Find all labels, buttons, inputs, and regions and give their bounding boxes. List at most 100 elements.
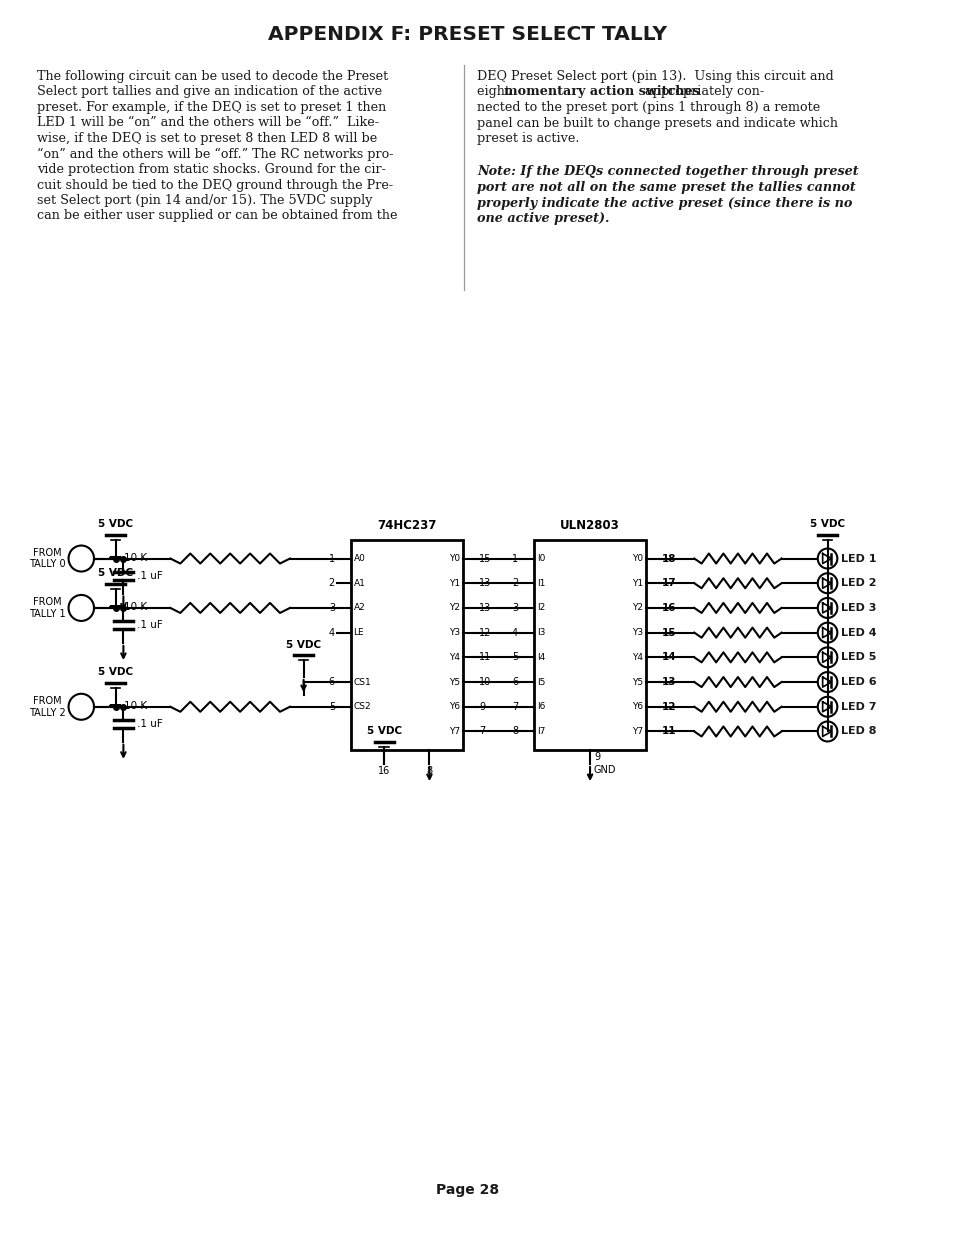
Text: 8: 8 (512, 726, 517, 736)
Text: Y7: Y7 (449, 727, 459, 736)
Text: Y4: Y4 (449, 653, 459, 662)
Text: LED 7: LED 7 (841, 701, 876, 711)
Text: 4: 4 (329, 627, 335, 637)
Text: DEQ Preset Select port (pin 13).  Using this circuit and: DEQ Preset Select port (pin 13). Using t… (476, 70, 833, 83)
Text: GND: GND (594, 764, 616, 776)
Bar (533, 540, 646, 750)
Text: CS2: CS2 (354, 703, 371, 711)
Text: 12: 12 (478, 627, 491, 637)
Text: 5 VDC: 5 VDC (286, 640, 321, 650)
Text: 13: 13 (478, 578, 491, 588)
Text: Y7: Y7 (632, 727, 642, 736)
Text: eight: eight (476, 85, 514, 99)
Text: I3: I3 (537, 629, 544, 637)
Text: 9: 9 (478, 701, 484, 711)
Text: 1: 1 (512, 553, 517, 563)
Text: 11: 11 (661, 726, 676, 736)
Text: I2: I2 (537, 604, 544, 613)
Text: 17: 17 (661, 578, 676, 588)
Text: 10 K: 10 K (124, 601, 148, 611)
Text: 7: 7 (478, 726, 485, 736)
Text: I4: I4 (537, 653, 544, 662)
Text: properly indicate the active preset (since there is no: properly indicate the active preset (sin… (476, 196, 851, 210)
Text: CS1: CS1 (354, 678, 371, 687)
Text: 16: 16 (378, 766, 390, 776)
Text: 18: 18 (661, 553, 676, 563)
Text: 6: 6 (329, 677, 335, 687)
Text: Y0: Y0 (449, 555, 459, 563)
Text: nected to the preset port (pins 1 through 8) a remote: nected to the preset port (pins 1 throug… (476, 101, 820, 114)
Text: A0: A0 (354, 555, 365, 563)
Text: 12: 12 (661, 701, 676, 711)
Text: “on” and the others will be “off.” The RC networks pro-: “on” and the others will be “off.” The R… (37, 147, 394, 161)
Text: wise, if the DEQ is set to preset 8 then LED 8 will be: wise, if the DEQ is set to preset 8 then… (37, 132, 377, 144)
Text: cuit should be tied to the DEQ ground through the Pre-: cuit should be tied to the DEQ ground th… (37, 179, 393, 191)
Text: Note: If the DEQs connected together through preset: Note: If the DEQs connected together thr… (476, 165, 858, 179)
Text: I1: I1 (537, 579, 544, 588)
Text: 1: 1 (329, 553, 335, 563)
Text: can be either user supplied or can be obtained from the: can be either user supplied or can be ob… (37, 210, 397, 222)
Text: .1 uF: .1 uF (137, 719, 163, 729)
Text: Y2: Y2 (449, 604, 459, 613)
Text: preset. For example, if the DEQ is set to preset 1 then: preset. For example, if the DEQ is set t… (37, 101, 386, 114)
Text: LED 2: LED 2 (841, 578, 876, 588)
Text: preset is active.: preset is active. (476, 132, 578, 144)
Text: LED 5: LED 5 (841, 652, 876, 662)
Text: 16: 16 (661, 603, 676, 613)
Text: 74HC237: 74HC237 (376, 519, 436, 532)
Text: Y6: Y6 (449, 703, 459, 711)
Text: The following circuit can be used to decode the Preset: The following circuit can be used to dec… (37, 70, 388, 83)
Text: Y1: Y1 (632, 579, 642, 588)
Text: 3: 3 (512, 603, 517, 613)
Text: Y3: Y3 (632, 629, 642, 637)
Text: 5 VDC: 5 VDC (98, 519, 133, 529)
Text: LED 3: LED 3 (841, 603, 876, 613)
Text: I0: I0 (537, 555, 544, 563)
Text: 8: 8 (426, 766, 432, 776)
Text: 7: 7 (512, 701, 517, 711)
Text: LED 4: LED 4 (841, 627, 876, 637)
Text: Y0: Y0 (632, 555, 642, 563)
Text: 5: 5 (512, 652, 517, 662)
Text: .1 uF: .1 uF (137, 571, 163, 580)
Text: I7: I7 (537, 727, 544, 736)
Text: 13: 13 (661, 677, 676, 687)
Text: Y3: Y3 (449, 629, 459, 637)
Text: FROM
TALLY 0: FROM TALLY 0 (29, 548, 66, 569)
Text: 5 VDC: 5 VDC (367, 726, 401, 736)
Text: FROM
TALLY 2: FROM TALLY 2 (29, 697, 66, 718)
Text: A1: A1 (354, 579, 365, 588)
Text: I6: I6 (537, 703, 544, 711)
Text: Y6: Y6 (632, 703, 642, 711)
Text: panel can be built to change presets and indicate which: panel can be built to change presets and… (476, 116, 837, 130)
Text: 6: 6 (512, 677, 517, 687)
Text: LED 1: LED 1 (841, 553, 876, 563)
Text: Y5: Y5 (449, 678, 459, 687)
Text: 14: 14 (661, 652, 676, 662)
Text: 5 VDC: 5 VDC (98, 667, 133, 677)
Text: ULN2803: ULN2803 (559, 519, 619, 532)
Text: FROM
TALLY 1: FROM TALLY 1 (29, 598, 66, 619)
Text: set Select port (pin 14 and/or 15). The 5VDC supply: set Select port (pin 14 and/or 15). The … (37, 194, 373, 207)
Text: Select port tallies and give an indication of the active: Select port tallies and give an indicati… (37, 85, 382, 99)
Text: 2: 2 (512, 578, 517, 588)
Text: vide protection from static shocks. Ground for the cir-: vide protection from static shocks. Grou… (37, 163, 386, 177)
Text: port are not all on the same preset the tallies cannot: port are not all on the same preset the … (476, 182, 855, 194)
Text: 11: 11 (478, 652, 491, 662)
Text: one active preset).: one active preset). (476, 212, 609, 225)
Text: Y2: Y2 (632, 604, 642, 613)
Text: LE: LE (354, 629, 364, 637)
Text: 5 VDC: 5 VDC (809, 519, 844, 529)
Text: 10 K: 10 K (124, 552, 148, 562)
Text: LED 6: LED 6 (841, 677, 876, 687)
Text: 2: 2 (329, 578, 335, 588)
Text: LED 1 will be “on” and the others will be “off.”  Like-: LED 1 will be “on” and the others will b… (37, 116, 379, 130)
Text: LED 8: LED 8 (841, 726, 876, 736)
Text: appropriately con-: appropriately con- (640, 85, 763, 99)
Text: Y5: Y5 (632, 678, 642, 687)
Text: .1 uF: .1 uF (137, 620, 163, 630)
Text: Y1: Y1 (449, 579, 459, 588)
Text: 10 K: 10 K (124, 700, 148, 711)
Text: I5: I5 (537, 678, 544, 687)
Bar (351, 540, 463, 750)
